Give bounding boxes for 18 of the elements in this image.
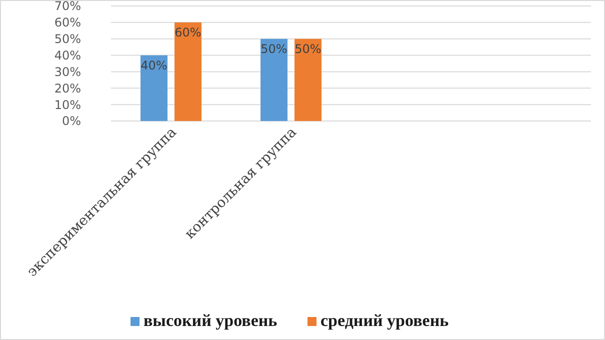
y-tick-label: 20%: [54, 81, 81, 96]
y-tick-label: 40%: [54, 48, 81, 62]
bar: [140, 55, 168, 121]
bar: [260, 38, 288, 121]
bar: [294, 38, 322, 121]
text: 50%: [294, 42, 322, 56]
y-tick-label: 50%: [54, 32, 81, 46]
bar: [174, 22, 202, 121]
text: 50%: [260, 42, 288, 56]
y-tick-label: 70%: [54, 0, 81, 14]
text: 60%: [174, 25, 202, 40]
y-tick-label: 60%: [54, 16, 81, 30]
y-tick-label: 30%: [54, 64, 81, 79]
y-tick-label: 10%: [54, 98, 81, 112]
legend-label: средний уровень: [320, 311, 449, 330]
text: 40%: [140, 58, 168, 72]
y-tick-label: 0%: [62, 114, 81, 128]
legend-label: высокий уровень: [144, 311, 278, 330]
